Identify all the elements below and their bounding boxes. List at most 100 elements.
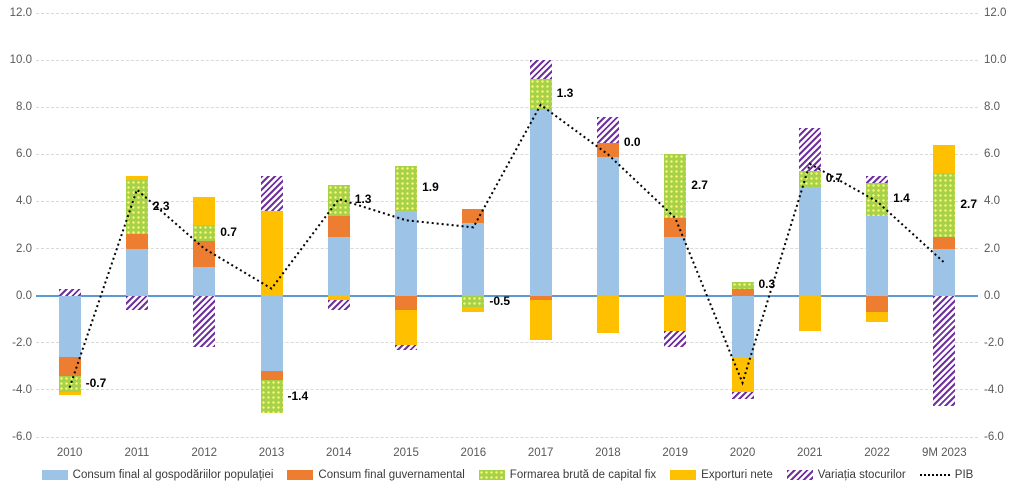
y-axis-tick-label-left: -2.0 — [12, 336, 32, 349]
x-axis-tick-label: 2013 — [258, 447, 285, 459]
y-gridline — [36, 106, 978, 108]
bar-segment-fixed-capital — [462, 295, 485, 308]
legend-swatch-government-consumption-icon — [287, 470, 314, 480]
bar-segment-inventories — [933, 295, 956, 407]
bar-segment-net-exports — [664, 295, 687, 331]
y-axis-tick-label-left: 12.0 — [9, 7, 32, 19]
bar-segment-government-consumption — [866, 295, 889, 313]
data-label-fixed-capital: 2.7 — [691, 178, 708, 193]
chart-legend: Consum final al gospodăriilor populației… — [0, 469, 1015, 481]
bar-segment-net-exports — [125, 175, 148, 181]
bar-segment-government-consumption — [193, 241, 216, 268]
x-axis-tick-label: 2022 — [864, 447, 890, 459]
bar-segment-net-exports — [58, 392, 81, 395]
bar-segment-fixed-capital — [933, 173, 956, 237]
bar-segment-net-exports — [193, 196, 216, 225]
bar-segment-government-consumption — [125, 234, 148, 249]
x-axis-tick-label: 2014 — [325, 447, 352, 459]
y-axis-tick-label-left: 0.0 — [16, 289, 32, 302]
y-axis-tick-label-right: 0.0 — [984, 289, 1000, 302]
x-axis-tick-label: 9M 2023 — [921, 447, 967, 459]
x-axis-tick-label: 2010 — [56, 447, 83, 459]
bar-segment-fixed-capital — [193, 225, 216, 242]
legend-swatch-net-exports-icon — [670, 470, 697, 480]
bar-segment-household-consumption — [327, 236, 350, 296]
bar-segment-fixed-capital — [395, 166, 418, 211]
data-label-fixed-capital: 0.7 — [220, 225, 237, 240]
y-gridline — [36, 59, 978, 61]
bar-segment-household-consumption — [798, 187, 821, 296]
bar-segment-household-consumption — [596, 156, 619, 296]
bar-segment-household-consumption — [529, 109, 552, 296]
legend-item-government-consumption: Consum final guvernamental — [287, 469, 465, 481]
y-axis-tick-label-right: -2.0 — [984, 336, 1004, 349]
bar-segment-net-exports — [866, 312, 889, 322]
bar-segment-fixed-capital — [529, 78, 552, 110]
x-axis-tick-label: 2012 — [191, 447, 217, 459]
data-label-fixed-capital: -1.4 — [287, 388, 309, 403]
data-label-fixed-capital: 0.3 — [758, 277, 776, 292]
bar-segment-household-consumption — [260, 295, 283, 372]
bar-segment-inventories — [529, 60, 552, 79]
data-label-fixed-capital: -0.7 — [85, 376, 107, 390]
y-axis-tick-label-right: 6.0 — [984, 148, 1000, 161]
y-axis-tick-label-left: 2.0 — [16, 242, 32, 255]
x-axis-tick-label: 2017 — [527, 447, 554, 459]
bar-segment-inventories — [866, 175, 889, 183]
legend-label: Consum final guvernamental — [318, 469, 465, 481]
y-gridline — [36, 342, 978, 344]
legend-item-pib: PIB — [919, 469, 973, 481]
bar-segment-net-exports — [260, 210, 283, 296]
bar-segment-fixed-capital — [58, 375, 81, 393]
x-axis-tick-label: 2011 — [124, 447, 150, 459]
bar-segment-net-exports — [731, 356, 754, 393]
y-axis-tick-label-right: -6.0 — [984, 431, 1004, 443]
data-label-fixed-capital: 1.3 — [354, 192, 372, 207]
bar-segment-inventories — [193, 295, 216, 348]
bar-segment-government-consumption — [596, 142, 619, 157]
x-axis-tick-label: 2015 — [393, 447, 419, 459]
legend-swatch-pib-dotted-line-icon — [919, 474, 950, 476]
bar-segment-fixed-capital — [798, 170, 821, 188]
y-gridline — [36, 248, 978, 250]
bar-segment-government-consumption — [58, 356, 81, 376]
bar-segment-government-consumption — [395, 295, 418, 310]
legend-label: Variația stocurilor — [817, 469, 906, 481]
x-axis-tick-label: 2019 — [662, 447, 688, 459]
bar-segment-household-consumption — [933, 248, 956, 296]
y-gridline — [36, 12, 978, 14]
bar-segment-fixed-capital — [327, 184, 350, 216]
y-axis-tick-label-right: -4.0 — [984, 383, 1004, 396]
bar-segment-inventories — [731, 392, 754, 400]
data-label-fixed-capital: 2.3 — [152, 199, 170, 214]
bar-segment-household-consumption — [58, 295, 81, 357]
data-label-fixed-capital: 1.9 — [422, 180, 439, 195]
legend-item-inventories: Variația stocurilor — [786, 469, 906, 481]
bar-segment-household-consumption — [664, 236, 687, 296]
legend-swatch-household-consumption-icon — [41, 470, 68, 480]
bar-segment-net-exports — [462, 307, 485, 313]
data-label-fixed-capital: 0.0 — [623, 134, 641, 149]
y-axis-tick-label-left: 4.0 — [16, 195, 32, 208]
legend-label: Formarea brută de capital fix — [509, 469, 657, 481]
bar-segment-fixed-capital — [260, 380, 283, 414]
y-axis-tick-label-left: -6.0 — [12, 431, 32, 443]
legend-label: Consum final al gospodăriilor populației — [72, 469, 274, 481]
bar-segment-government-consumption — [933, 236, 956, 249]
bar-segment-inventories — [798, 128, 821, 171]
bar-segment-household-consumption — [731, 295, 754, 357]
bar-segment-government-consumption — [731, 288, 754, 296]
y-gridline — [36, 436, 978, 438]
legend-label: Exporturi nete — [701, 469, 773, 481]
bar-segment-net-exports — [798, 295, 821, 331]
bar-segment-inventories — [664, 331, 687, 348]
y-axis-tick-label-right: 4.0 — [984, 195, 1000, 208]
bar-segment-inventories — [260, 175, 283, 211]
y-gridline — [36, 389, 978, 391]
bar-segment-government-consumption — [462, 208, 485, 223]
legend-swatch-inventories-icon — [786, 470, 813, 480]
bar-segment-household-consumption — [462, 222, 485, 296]
bar-segment-net-exports — [933, 144, 956, 174]
y-axis-tick-label-left: 10.0 — [9, 54, 32, 67]
